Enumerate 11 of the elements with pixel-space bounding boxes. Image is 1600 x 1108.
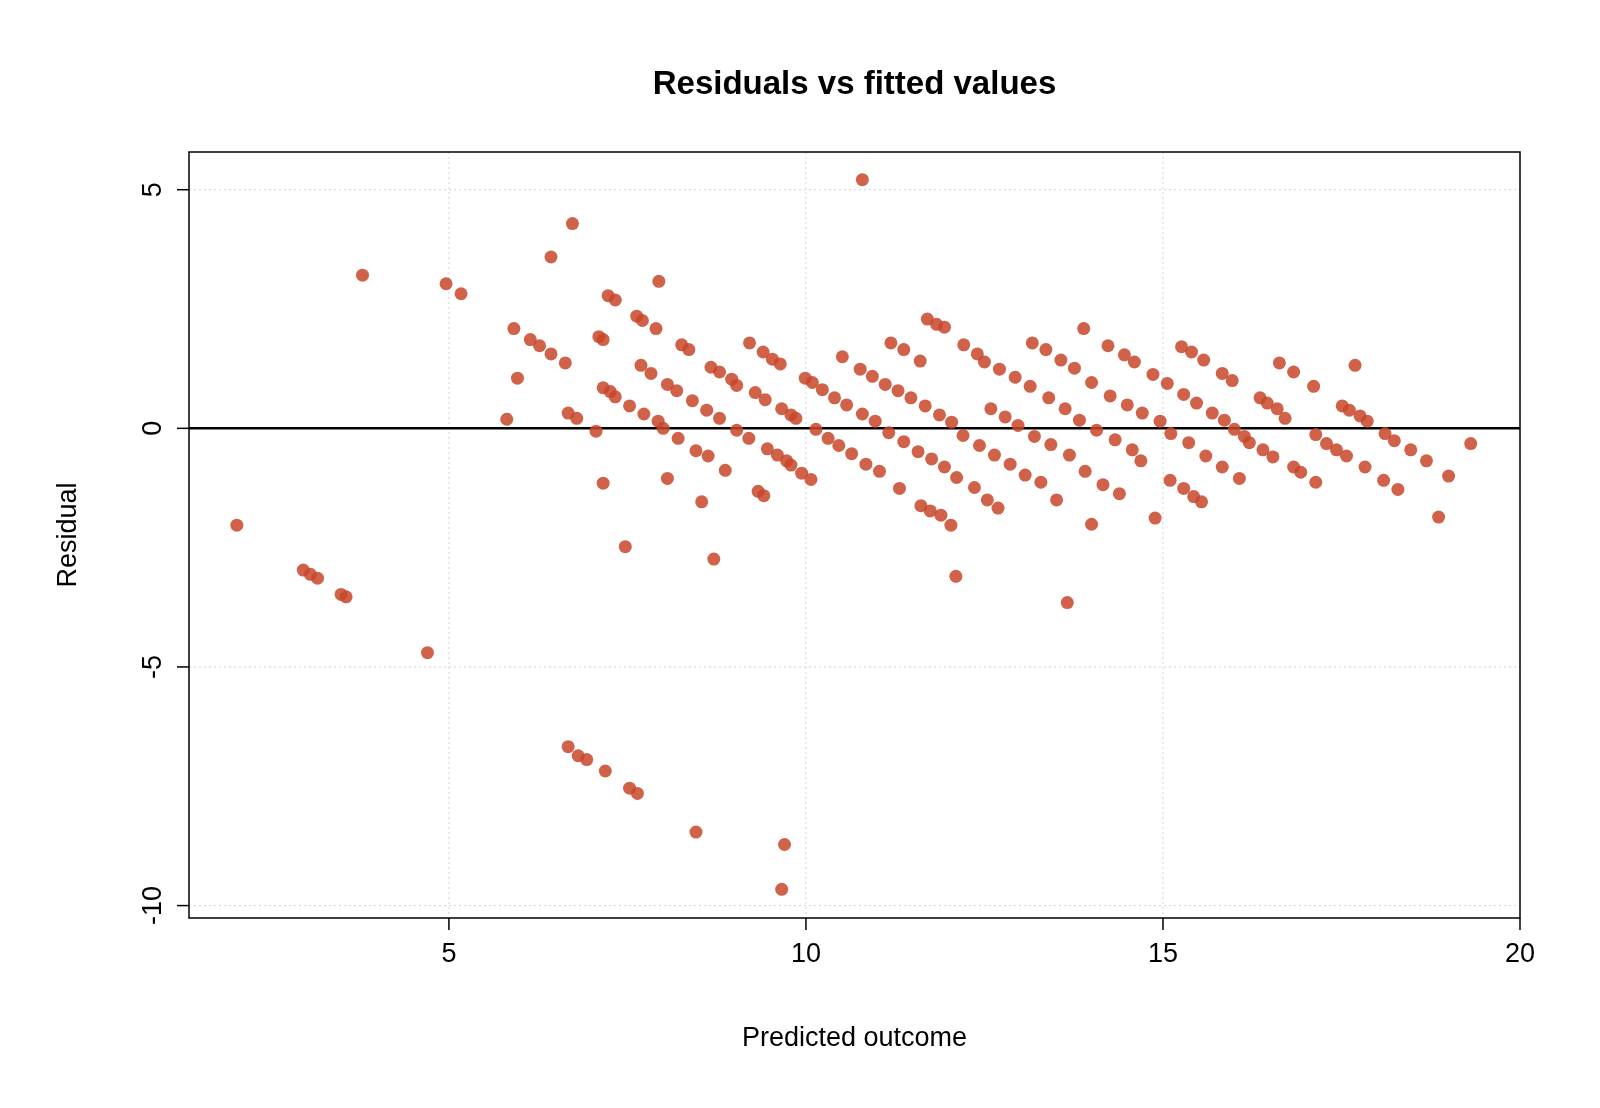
x-tick-label: 5 [441, 938, 457, 968]
y-axis-title: Residual [52, 482, 82, 588]
x-tick-label: 20 [1504, 938, 1536, 968]
y-tick-label: -10 [137, 886, 167, 926]
x-tick-label: 10 [790, 938, 821, 968]
x-tick-label: 15 [1147, 938, 1178, 968]
y-tick-label: 0 [137, 420, 167, 436]
y-tick-label: 5 [137, 182, 167, 198]
chart-title: Residuals vs fitted values [652, 64, 1057, 101]
y-tick-label: -5 [137, 654, 167, 679]
x-axis-title: Predicted outcome [741, 1022, 968, 1052]
